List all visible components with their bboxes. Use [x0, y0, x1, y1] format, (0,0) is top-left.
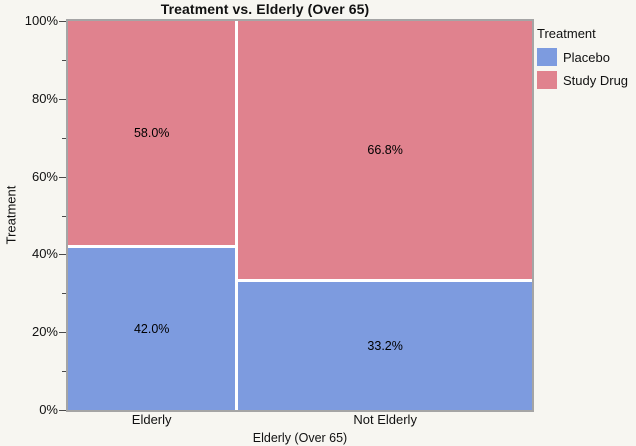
y-major-tick-mark: [59, 254, 66, 256]
mosaic-cell-not-elderly-placebo[interactable]: 33.2%: [238, 281, 532, 410]
y-minor-tick-mark: [62, 371, 66, 373]
plot-area: 42.0% 58.0% 33.2% 66.8%: [68, 21, 532, 410]
mosaic-cell-elderly-placebo[interactable]: 42.0%: [68, 247, 236, 410]
cell-percent-label: 66.8%: [367, 142, 403, 157]
y-tick-label-20-: 20%: [31, 324, 58, 340]
y-major-tick-mark: [59, 176, 66, 178]
legend-label: Placebo: [563, 49, 610, 65]
y-minor-tick-mark: [62, 293, 66, 295]
legend-entry-study-drug[interactable]: Study Drug: [537, 71, 628, 89]
x-axis-category-labels: Elderly Not Elderly: [0, 412, 636, 428]
legend-swatch-placebo: [537, 48, 557, 66]
x-category-label-not-elderly[interactable]: Not Elderly: [353, 412, 417, 427]
legend-entry-placebo[interactable]: Placebo: [537, 48, 628, 66]
x-category-label-elderly[interactable]: Elderly: [131, 412, 172, 427]
y-major-tick-mark: [59, 98, 66, 100]
cell-percent-label: 42.0%: [133, 321, 170, 336]
y-tick-label-100-: 100%: [24, 13, 58, 28]
plot-frame: 42.0% 58.0% 33.2% 66.8%: [66, 19, 534, 412]
y-major-tick-mark: [59, 21, 66, 22]
y-tick-label-80-: 80%: [31, 90, 58, 106]
legend-label: Study Drug: [563, 72, 629, 88]
y-tick-label-40-: 40%: [31, 246, 58, 262]
cell-percent-label: 33.2%: [367, 338, 403, 353]
y-major-tick-mark: [59, 410, 66, 411]
legend-entries: Placebo Study Drug: [537, 48, 628, 89]
chart-title: Treatment vs. Elderly (Over 65): [160, 1, 370, 17]
y-minor-tick-mark: [62, 215, 66, 217]
x-axis-title: Elderly (Over 65): [252, 431, 348, 445]
y-major-tick-mark: [59, 332, 66, 334]
mosaic-cell-elderly-study-drug[interactable]: 58.0%: [68, 21, 236, 245]
y-tick-label-60-: 60%: [31, 168, 58, 184]
legend-title: Treatment: [537, 26, 596, 41]
legend-swatch-study-drug: [537, 71, 557, 89]
y-minor-tick-mark: [62, 59, 66, 61]
y-tick-label-0-: 0%: [39, 402, 58, 417]
cell-percent-label: 58.0%: [133, 125, 170, 140]
y-minor-tick-mark: [62, 137, 66, 139]
legend: Treatment Placebo Study Drug: [537, 27, 628, 94]
mosaic-cell-not-elderly-study-drug[interactable]: 66.8%: [238, 21, 532, 279]
